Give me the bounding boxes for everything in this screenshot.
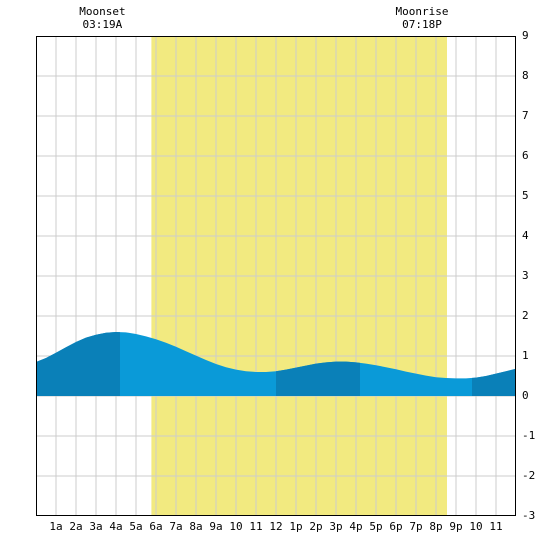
y-tick-label: 3 <box>522 269 529 282</box>
y-tick-label: 2 <box>522 309 529 322</box>
y-tick-label: -2 <box>522 469 536 482</box>
y-tick-label: 1 <box>522 349 529 362</box>
x-tick-label: 10 <box>469 520 483 533</box>
y-tick-label: 4 <box>522 229 529 242</box>
x-tick-label: 4a <box>109 520 123 533</box>
x-tick-label: 9a <box>209 520 223 533</box>
x-tick-label: 3p <box>329 520 343 533</box>
x-tick-label: 10 <box>229 520 243 533</box>
x-tick-label: 11 <box>489 520 503 533</box>
tide-area-path <box>36 332 516 396</box>
event-time: 03:19A <box>82 18 123 31</box>
event-label: Moonset <box>79 5 126 18</box>
x-tick-label: 8a <box>189 520 203 533</box>
x-tick-label: 5p <box>369 520 383 533</box>
x-tick-label: 11 <box>249 520 263 533</box>
y-tick-label: 9 <box>522 29 529 42</box>
x-tick-label: 2a <box>69 520 83 533</box>
y-tick-label: 0 <box>522 389 529 402</box>
x-tick-label: 1p <box>289 520 303 533</box>
plot-frame <box>36 36 516 516</box>
x-tick-label: 6a <box>149 520 163 533</box>
x-tick-label: 7a <box>169 520 183 533</box>
x-tick-label: 12 <box>269 520 283 533</box>
y-tick-label: 7 <box>522 109 529 122</box>
x-tick-label: 8p <box>429 520 443 533</box>
x-tick-label: 3a <box>89 520 103 533</box>
x-tick-label: 9p <box>449 520 463 533</box>
x-tick-label: 5a <box>129 520 143 533</box>
y-tick-label: -3 <box>522 509 536 522</box>
y-tick-label: 5 <box>522 189 529 202</box>
x-tick-label: 1a <box>49 520 63 533</box>
x-tick-label: 7p <box>409 520 423 533</box>
y-tick-label: 6 <box>522 149 529 162</box>
y-tick-label: 8 <box>522 69 529 82</box>
event-label: Moonrise <box>395 5 449 18</box>
y-tick-label: -1 <box>522 429 536 442</box>
x-tick-label: 2p <box>309 520 323 533</box>
x-tick-label: 6p <box>389 520 403 533</box>
event-time: 07:18P <box>402 18 442 31</box>
x-tick-label: 4p <box>349 520 363 533</box>
